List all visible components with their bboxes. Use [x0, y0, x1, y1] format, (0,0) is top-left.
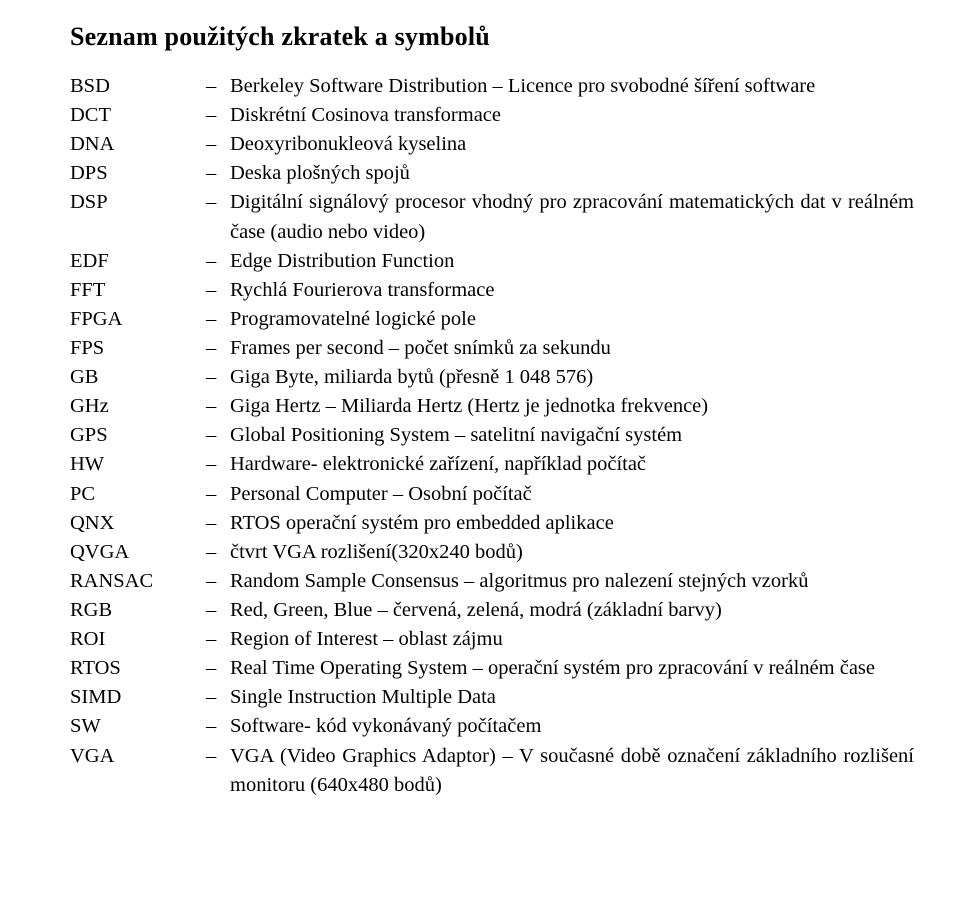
- abbr-term: GPS: [70, 421, 206, 450]
- abbr-definition: Personal Computer – Osobní počítač: [230, 480, 914, 509]
- abbr-definition: Single Instruction Multiple Data: [230, 683, 914, 712]
- dash-separator: –: [206, 305, 230, 334]
- abbr-term: GHz: [70, 392, 206, 421]
- list-item: GPS – Global Positioning System – sateli…: [70, 421, 914, 450]
- list-item: BSD – Berkeley Software Distribution – L…: [70, 72, 914, 101]
- abbr-definition: Hardware- elektronické zařízení, napříkl…: [230, 450, 914, 479]
- abbr-term: HW: [70, 450, 206, 479]
- abbr-term: VGA: [70, 742, 206, 771]
- abbr-definition: Diskrétní Cosinova transformace: [230, 101, 914, 130]
- list-item: EDF – Edge Distribution Function: [70, 247, 914, 276]
- dash-separator: –: [206, 712, 230, 741]
- abbr-term: DPS: [70, 159, 206, 188]
- dash-separator: –: [206, 538, 230, 567]
- abbr-definition: VGA (Video Graphics Adaptor) – V současn…: [230, 742, 914, 800]
- abbr-definition: Rychlá Fourierova transformace: [230, 276, 914, 305]
- abbr-term: DNA: [70, 130, 206, 159]
- list-item: FPGA – Programovatelné logické pole: [70, 305, 914, 334]
- abbr-definition: Edge Distribution Function: [230, 247, 914, 276]
- abbr-term: GB: [70, 363, 206, 392]
- dash-separator: –: [206, 567, 230, 596]
- abbr-definition: Random Sample Consensus – algoritmus pro…: [230, 567, 914, 596]
- abbr-definition: Programovatelné logické pole: [230, 305, 914, 334]
- list-item: DPS – Deska plošných spojů: [70, 159, 914, 188]
- abbr-term: PC: [70, 480, 206, 509]
- list-item: HW – Hardware- elektronické zařízení, na…: [70, 450, 914, 479]
- abbr-term: FPGA: [70, 305, 206, 334]
- abbr-definition: Giga Byte, miliarda bytů (přesně 1 048 5…: [230, 363, 914, 392]
- dash-separator: –: [206, 509, 230, 538]
- list-item: FFT – Rychlá Fourierova transformace: [70, 276, 914, 305]
- list-item: SW – Software- kód vykonávaný počítačem: [70, 712, 914, 741]
- dash-separator: –: [206, 247, 230, 276]
- dash-separator: –: [206, 625, 230, 654]
- document-page: Seznam použitých zkratek a symbolů BSD –…: [0, 0, 960, 830]
- dash-separator: –: [206, 596, 230, 625]
- abbreviation-list: BSD – Berkeley Software Distribution – L…: [70, 72, 914, 800]
- abbr-term: RANSAC: [70, 567, 206, 596]
- abbr-definition: Global Positioning System – satelitní na…: [230, 421, 914, 450]
- abbr-definition: Region of Interest – oblast zájmu: [230, 625, 914, 654]
- list-item: RGB – Red, Green, Blue – červená, zelená…: [70, 596, 914, 625]
- dash-separator: –: [206, 188, 230, 217]
- dash-separator: –: [206, 392, 230, 421]
- dash-separator: –: [206, 421, 230, 450]
- abbr-term: DCT: [70, 101, 206, 130]
- abbr-definition: Frames per second – počet snímků za seku…: [230, 334, 914, 363]
- dash-separator: –: [206, 683, 230, 712]
- dash-separator: –: [206, 654, 230, 683]
- page-title: Seznam použitých zkratek a symbolů: [70, 22, 914, 52]
- dash-separator: –: [206, 742, 230, 771]
- abbr-definition: RTOS operační systém pro embedded aplika…: [230, 509, 914, 538]
- abbr-term: SW: [70, 712, 206, 741]
- abbr-term: QVGA: [70, 538, 206, 567]
- abbr-definition: Red, Green, Blue – červená, zelená, modr…: [230, 596, 914, 625]
- abbr-definition: čtvrt VGA rozlišení(320x240 bodů): [230, 538, 914, 567]
- list-item: VGA – VGA (Video Graphics Adaptor) – V s…: [70, 742, 914, 800]
- list-item: GHz – Giga Hertz – Miliarda Hertz (Hertz…: [70, 392, 914, 421]
- dash-separator: –: [206, 450, 230, 479]
- list-item: QNX – RTOS operační systém pro embedded …: [70, 509, 914, 538]
- abbr-term: SIMD: [70, 683, 206, 712]
- abbr-definition: Real Time Operating System – operační sy…: [230, 654, 914, 683]
- abbr-term: EDF: [70, 247, 206, 276]
- abbr-definition: Giga Hertz – Miliarda Hertz (Hertz je je…: [230, 392, 914, 421]
- abbr-definition: Digitální signálový procesor vhodný pro …: [230, 188, 914, 246]
- abbr-term: RTOS: [70, 654, 206, 683]
- list-item: FPS – Frames per second – počet snímků z…: [70, 334, 914, 363]
- abbr-definition: Berkeley Software Distribution – Licence…: [230, 72, 914, 101]
- list-item: DSP – Digitální signálový procesor vhodn…: [70, 188, 914, 246]
- dash-separator: –: [206, 130, 230, 159]
- dash-separator: –: [206, 276, 230, 305]
- dash-separator: –: [206, 334, 230, 363]
- dash-separator: –: [206, 72, 230, 101]
- abbr-definition: Deska plošných spojů: [230, 159, 914, 188]
- abbr-term: FPS: [70, 334, 206, 363]
- list-item: DNA – Deoxyribonukleová kyselina: [70, 130, 914, 159]
- list-item: RANSAC – Random Sample Consensus – algor…: [70, 567, 914, 596]
- dash-separator: –: [206, 159, 230, 188]
- list-item: PC – Personal Computer – Osobní počítač: [70, 480, 914, 509]
- list-item: RTOS – Real Time Operating System – oper…: [70, 654, 914, 683]
- abbr-definition: Software- kód vykonávaný počítačem: [230, 712, 914, 741]
- list-item: QVGA – čtvrt VGA rozlišení(320x240 bodů): [70, 538, 914, 567]
- abbr-term: DSP: [70, 188, 206, 217]
- list-item: SIMD – Single Instruction Multiple Data: [70, 683, 914, 712]
- dash-separator: –: [206, 363, 230, 392]
- dash-separator: –: [206, 101, 230, 130]
- abbr-term: FFT: [70, 276, 206, 305]
- list-item: GB – Giga Byte, miliarda bytů (přesně 1 …: [70, 363, 914, 392]
- dash-separator: –: [206, 480, 230, 509]
- abbr-definition: Deoxyribonukleová kyselina: [230, 130, 914, 159]
- list-item: DCT – Diskrétní Cosinova transformace: [70, 101, 914, 130]
- abbr-term: RGB: [70, 596, 206, 625]
- abbr-term: QNX: [70, 509, 206, 538]
- list-item: ROI – Region of Interest – oblast zájmu: [70, 625, 914, 654]
- abbr-term: ROI: [70, 625, 206, 654]
- abbr-term: BSD: [70, 72, 206, 101]
